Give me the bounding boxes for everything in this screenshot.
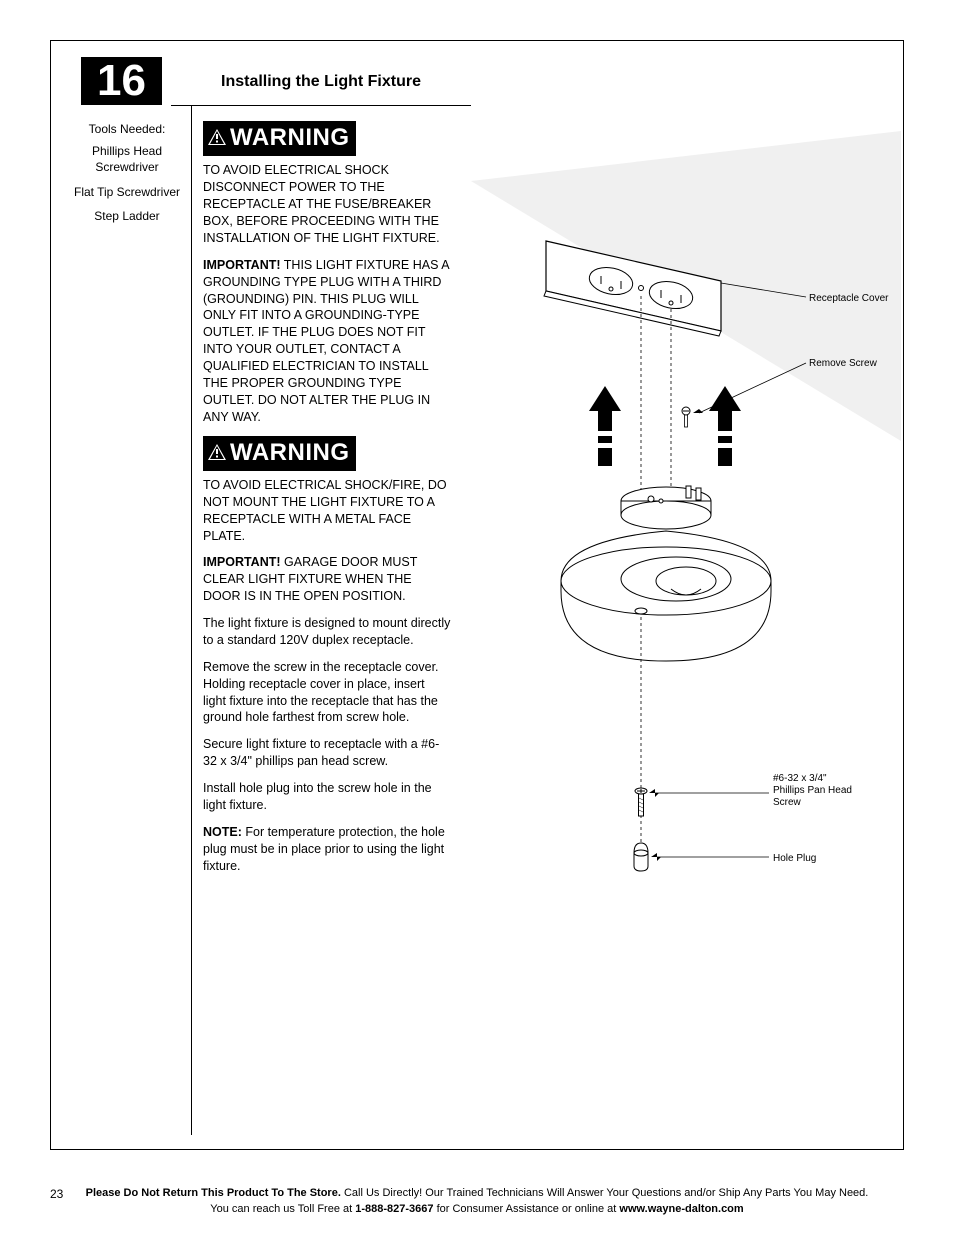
body-p1: The light fixture is designed to mount d… <box>203 615 451 649</box>
warning-label: WARNING <box>230 439 350 466</box>
warning-triangle-icon <box>207 438 227 470</box>
tools-heading: Tools Needed: <box>67 121 187 137</box>
page-frame: 16 Installing the Light Fixture Tools Ne… <box>50 40 904 1150</box>
remove-screw-shape <box>682 407 690 427</box>
important-1-text: THIS LIGHT FIXTURE HAS A GROUNDING TYPE … <box>203 258 449 424</box>
step-number-box: 16 <box>81 57 162 105</box>
warning-text-2: TO AVOID ELECTRICAL SHOCK/FIRE, DO NOT M… <box>203 477 451 545</box>
body-note: NOTE: For temperature protection, the ho… <box>203 824 451 875</box>
step-title: Installing the Light Fixture <box>221 73 441 91</box>
instructions-column: WARNING TO AVOID ELECTRICAL SHOCK DISCON… <box>203 121 451 884</box>
important-label: IMPORTANT! <box>203 258 281 272</box>
body-p3: Secure light fixture to receptacle with … <box>203 736 451 770</box>
warning-text-1: TO AVOID ELECTRICAL SHOCK DISCONNECT POW… <box>203 162 451 246</box>
body-p2: Remove the screw in the receptacle cover… <box>203 659 451 727</box>
footer-phone: 1-888-827-3667 <box>355 1203 433 1215</box>
important-2: IMPORTANT! GARAGE DOOR MUST CLEAR LIGHT … <box>203 554 451 605</box>
tool-item: Step Ladder <box>67 208 187 224</box>
page-number: 23 <box>50 1186 63 1203</box>
footer-line2b: for Consumer Assistance or online at <box>434 1203 620 1215</box>
tool-item: Phillips Head Screwdriver <box>67 143 187 175</box>
column-divider <box>191 105 192 1135</box>
warning-label: WARNING <box>230 124 350 151</box>
warning-triangle-icon <box>207 123 227 155</box>
svg-text:Phillips Pan Head: Phillips Pan Head <box>773 785 852 796</box>
important-label: IMPORTANT! <box>203 555 281 569</box>
label-screw-line1: #6-32 x 3/4" <box>773 773 827 784</box>
up-arrow-left <box>589 386 621 466</box>
installation-diagram: Receptacle Cover Remove Screw <box>471 131 901 891</box>
footer-url: www.wayne-dalton.com <box>619 1203 743 1215</box>
title-rule <box>171 105 471 106</box>
phillips-screw-shape <box>635 788 647 816</box>
label-hole-plug: Hole Plug <box>773 853 816 864</box>
body-p4: Install hole plug into the screw hole in… <box>203 780 451 814</box>
note-label: NOTE: <box>203 825 242 839</box>
tool-item: Flat Tip Screwdriver <box>67 184 187 200</box>
light-fixture-shape <box>561 486 771 661</box>
important-1: IMPORTANT! THIS LIGHT FIXTURE HAS A GROU… <box>203 257 451 426</box>
tools-column: Tools Needed: Phillips Head Screwdriver … <box>67 121 187 232</box>
label-receptacle-cover: Receptacle Cover <box>809 293 889 304</box>
page-footer: 23 Please Do Not Return This Product To … <box>0 1186 954 1217</box>
footer-line2a: You can reach us Toll Free at <box>210 1203 355 1215</box>
footer-bold: Please Do Not Return This Product To The… <box>86 1187 341 1199</box>
up-arrow-right <box>709 386 741 466</box>
label-remove-screw: Remove Screw <box>809 358 878 369</box>
hole-plug-shape <box>634 843 648 871</box>
warning-badge: WARNING <box>203 436 356 471</box>
step-number: 16 <box>97 56 146 105</box>
warning-badge: WARNING <box>203 121 356 156</box>
svg-text:Screw: Screw <box>773 797 802 808</box>
footer-line1: Call Us Directly! Our Trained Technician… <box>341 1187 868 1199</box>
